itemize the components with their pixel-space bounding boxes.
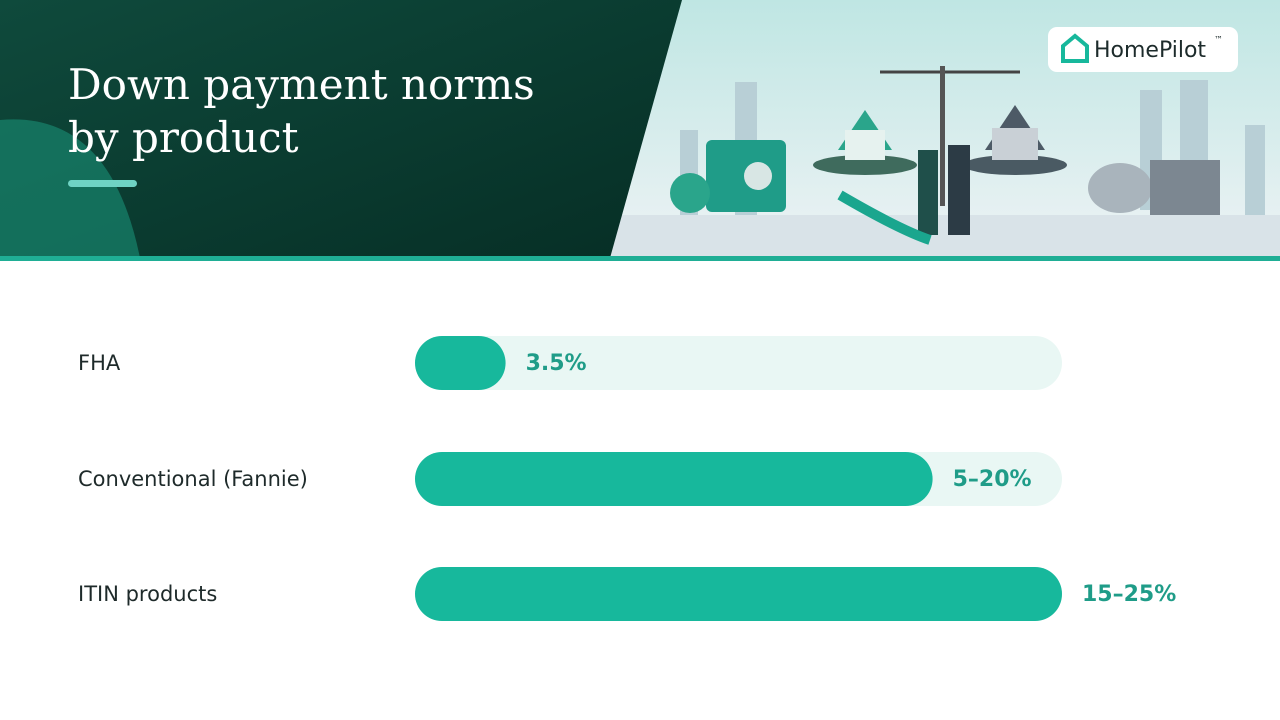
logo: HomePilot ™ <box>1048 27 1238 72</box>
bar <box>415 567 1062 621</box>
category-label: Conventional (Fannie) <box>78 467 308 491</box>
category-label: FHA <box>78 351 121 375</box>
title-panel <box>0 0 682 258</box>
brand-mark: ™ <box>1214 36 1223 46</box>
value-label: 5–20% <box>953 467 1032 492</box>
header-divider <box>0 256 1280 261</box>
value-label: 3.5% <box>526 351 587 376</box>
bar <box>415 452 933 506</box>
brand-name: HomePilot <box>1094 38 1206 63</box>
title-underline <box>68 180 137 187</box>
bar-track <box>415 336 1062 390</box>
bar <box>415 336 506 390</box>
decor-shape <box>0 119 140 258</box>
value-label: 15–25% <box>1082 582 1176 607</box>
category-label: ITIN products <box>78 582 217 606</box>
chart-title: Down payment norms by product <box>68 60 535 162</box>
